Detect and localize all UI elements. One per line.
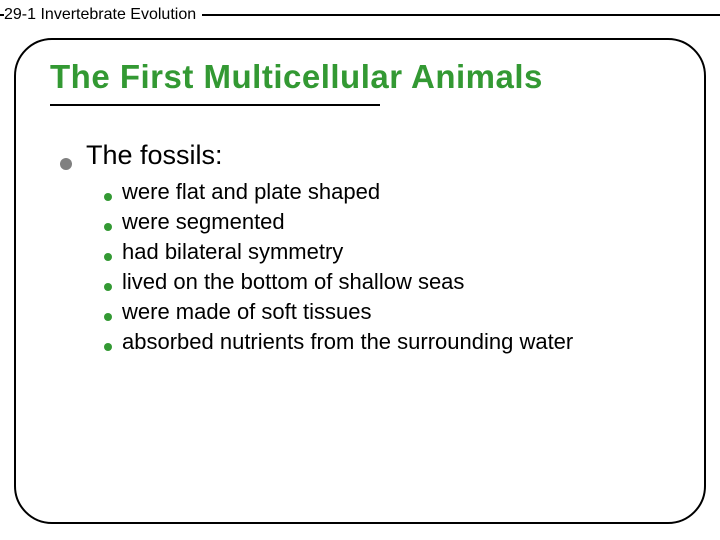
title-underline — [50, 104, 380, 106]
sub-list: were flat and plate shaped were segmente… — [104, 179, 670, 355]
sub-list-item: had bilateral symmetry — [104, 239, 670, 265]
bullet-dot-icon — [104, 343, 112, 351]
sub-item-text: were segmented — [122, 209, 285, 235]
bullet-dot-icon — [104, 313, 112, 321]
sub-item-text: were flat and plate shaped — [122, 179, 380, 205]
bullet-dot-icon — [104, 253, 112, 261]
sub-item-text: were made of soft tissues — [122, 299, 371, 325]
slide-container: The First Multicellular Animals The foss… — [14, 38, 706, 524]
bullet-dot-icon — [104, 283, 112, 291]
bullet-dot-icon — [104, 223, 112, 231]
sub-item-text: absorbed nutrients from the surrounding … — [122, 329, 573, 355]
main-item-text: The fossils: — [86, 140, 223, 171]
sub-list-item: were flat and plate shaped — [104, 179, 670, 205]
sub-item-text: lived on the bottom of shallow seas — [122, 269, 464, 295]
sub-list-item: lived on the bottom of shallow seas — [104, 269, 670, 295]
bullet-dot-icon — [104, 193, 112, 201]
sub-list-item: were made of soft tissues — [104, 299, 670, 325]
sub-list-item: were segmented — [104, 209, 670, 235]
sub-item-text: had bilateral symmetry — [122, 239, 343, 265]
header-label: 29-1 Invertebrate Evolution — [4, 6, 202, 24]
main-list-item: The fossils: — [60, 140, 670, 171]
bullet-circle-icon — [60, 158, 72, 170]
sub-list-item: absorbed nutrients from the surrounding … — [104, 329, 670, 355]
slide-title: The First Multicellular Animals — [50, 58, 670, 96]
